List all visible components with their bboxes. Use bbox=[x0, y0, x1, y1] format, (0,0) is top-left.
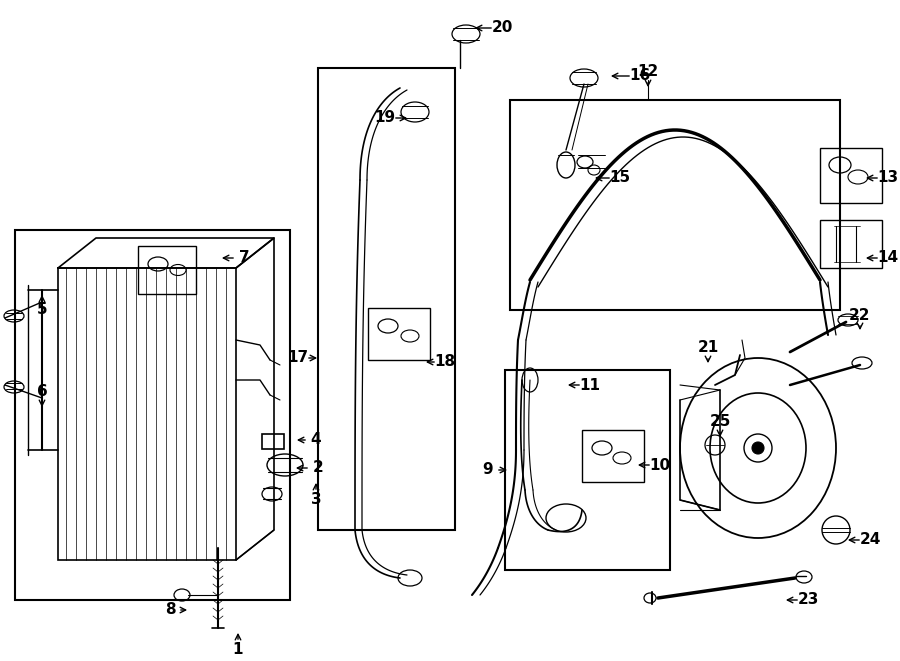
Text: 13: 13 bbox=[878, 171, 898, 186]
Text: 16: 16 bbox=[629, 69, 651, 83]
Bar bbox=[505, 370, 670, 570]
Text: 12: 12 bbox=[637, 65, 659, 79]
Text: 1: 1 bbox=[233, 642, 243, 658]
Text: 8: 8 bbox=[165, 602, 176, 617]
Text: 18: 18 bbox=[435, 354, 455, 369]
Text: 9: 9 bbox=[482, 463, 493, 477]
Text: 24: 24 bbox=[860, 533, 881, 547]
Bar bbox=[58, 268, 236, 560]
Text: 2: 2 bbox=[312, 461, 323, 475]
Text: 19: 19 bbox=[374, 110, 396, 126]
Text: 3: 3 bbox=[310, 492, 321, 508]
Bar bbox=[820, 148, 882, 203]
Text: 15: 15 bbox=[609, 171, 631, 186]
Text: 25: 25 bbox=[709, 414, 731, 430]
Text: 10: 10 bbox=[650, 457, 670, 473]
Text: 23: 23 bbox=[797, 592, 819, 607]
Text: 5: 5 bbox=[37, 303, 48, 317]
Bar bbox=[262, 434, 284, 449]
Text: 14: 14 bbox=[878, 251, 898, 266]
Bar bbox=[510, 100, 840, 310]
Bar bbox=[15, 230, 290, 600]
Text: 4: 4 bbox=[310, 432, 321, 447]
Bar bbox=[582, 430, 644, 482]
Text: 17: 17 bbox=[287, 350, 309, 366]
Text: 22: 22 bbox=[850, 307, 871, 323]
Bar bbox=[138, 246, 196, 294]
Bar bbox=[368, 308, 430, 360]
Text: 6: 6 bbox=[37, 385, 48, 399]
Text: 20: 20 bbox=[491, 20, 513, 36]
Text: 11: 11 bbox=[580, 377, 600, 393]
Bar bbox=[318, 68, 455, 530]
Ellipse shape bbox=[752, 442, 764, 454]
Text: 21: 21 bbox=[698, 340, 718, 356]
Text: 7: 7 bbox=[238, 251, 249, 266]
Bar bbox=[820, 220, 882, 268]
